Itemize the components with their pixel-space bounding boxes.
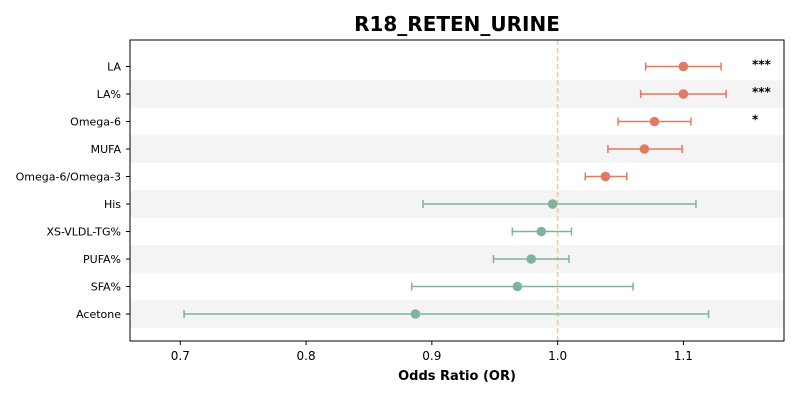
or-point	[678, 89, 689, 99]
forest-row: ***	[639, 85, 772, 99]
chart-title: R18_RETEN_URINE	[354, 12, 560, 36]
x-axis-label: Odds Ratio (OR)	[398, 369, 516, 384]
y-tick-label: PUFA%	[83, 253, 121, 266]
or-point	[410, 309, 421, 319]
significance-mark: *	[752, 113, 759, 127]
or-point	[639, 144, 650, 154]
forest-row	[410, 281, 634, 292]
x-tick-label: 1.1	[674, 349, 693, 363]
x-tick-label: 1.0	[548, 349, 567, 363]
row-band	[130, 135, 784, 163]
plot-rows: *******	[183, 58, 772, 319]
y-tick-label: His	[104, 198, 121, 211]
or-point	[526, 254, 537, 264]
or-point	[512, 281, 523, 292]
y-tick-label: LA	[107, 61, 121, 74]
significance-mark: ***	[752, 85, 772, 99]
or-point	[547, 199, 558, 209]
forest-row: *	[617, 113, 759, 127]
forest-row	[422, 199, 697, 209]
forest-row	[584, 171, 628, 182]
y-tick-label: SFA%	[91, 281, 121, 294]
significance-mark: ***	[752, 58, 772, 72]
x-tick-label: 0.8	[297, 349, 316, 363]
or-point	[678, 61, 689, 72]
or-point	[649, 116, 660, 127]
forest-row	[183, 309, 710, 319]
x-axis-ticks: 0.7 0.8 0.9 1.0 1.1	[171, 341, 693, 363]
y-tick-label: Omega-6/Omega-3	[16, 171, 121, 184]
y-tick-label: LA%	[97, 88, 121, 101]
forest-row	[492, 254, 570, 264]
forest-row	[511, 226, 573, 237]
x-tick-label: 0.9	[422, 349, 441, 363]
y-tick-label: Omega-6	[70, 116, 121, 129]
or-point	[536, 226, 547, 237]
or-point	[600, 171, 611, 182]
x-tick-label: 0.7	[171, 349, 190, 363]
y-tick-label: Acetone	[76, 308, 121, 321]
y-tick-label: XS-VLDL-TG%	[46, 226, 121, 239]
row-band	[130, 245, 784, 273]
y-axis-labels: LA LA% Omega-6 MUFA Omega-6/Omega-3 His XS-VLD…	[16, 61, 130, 321]
forest-row	[607, 144, 683, 154]
plot-frame	[129, 39, 785, 342]
forest-row: ***	[644, 58, 772, 72]
y-tick-label: MUFA	[91, 143, 122, 156]
